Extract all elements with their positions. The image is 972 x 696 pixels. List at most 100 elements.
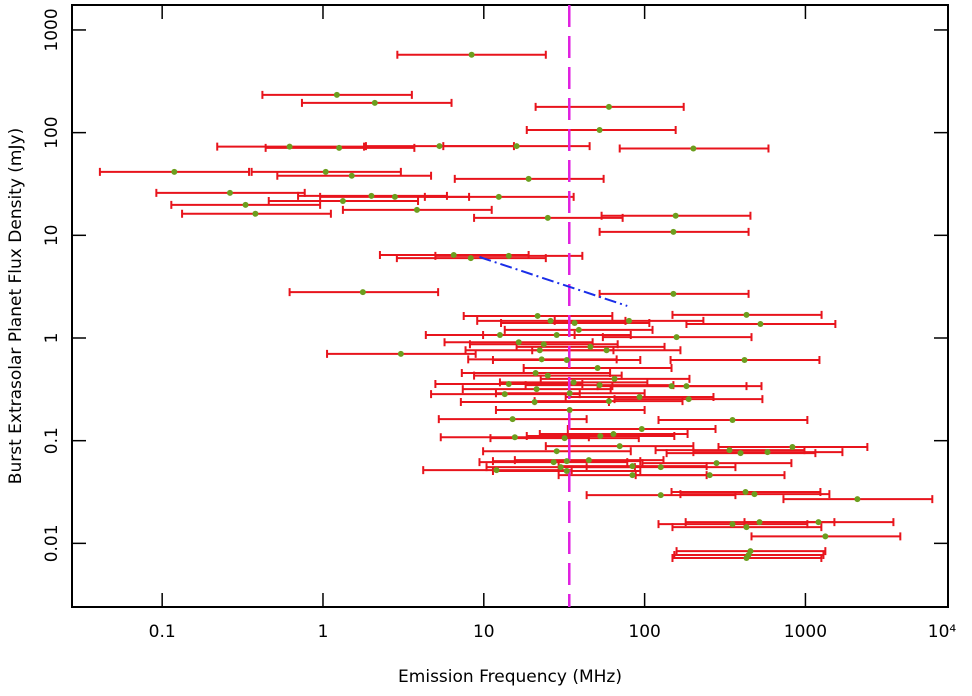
data-point	[605, 103, 612, 110]
data-point	[371, 99, 378, 106]
data-point	[596, 382, 603, 389]
data-point	[657, 464, 664, 471]
data-point	[563, 468, 570, 475]
data-point	[629, 463, 636, 470]
data-point	[436, 143, 443, 150]
x-tick-label: 1000	[784, 622, 827, 642]
data-point	[729, 416, 736, 423]
data-point	[751, 491, 758, 498]
data-point	[575, 326, 582, 333]
data-point	[242, 201, 249, 208]
data-point	[534, 312, 541, 319]
data-point	[544, 214, 551, 221]
y-tick-label: 1	[42, 333, 62, 344]
data-point	[397, 350, 404, 357]
data-point	[756, 519, 763, 526]
data-point	[531, 399, 538, 406]
plot-frame	[71, 4, 949, 608]
data-point	[741, 357, 748, 364]
data-point	[495, 193, 502, 200]
data-point	[515, 339, 522, 346]
data-point	[322, 168, 329, 175]
data-point	[672, 212, 679, 219]
data-point	[171, 168, 178, 175]
trend-line	[479, 256, 628, 307]
data-point	[611, 375, 618, 382]
data-point	[638, 425, 645, 432]
data-point	[822, 533, 829, 540]
x-tick-label: 0.1	[149, 622, 176, 642]
x-tick-label: 10⁴	[928, 622, 957, 642]
data-point	[657, 492, 664, 499]
data-point	[629, 472, 636, 479]
data-point	[532, 370, 539, 377]
data-point	[815, 519, 822, 526]
data-point	[533, 386, 540, 393]
data-point	[513, 143, 520, 150]
data-point	[339, 197, 346, 204]
data-point	[789, 444, 796, 451]
data-point	[566, 390, 573, 397]
data-point	[563, 458, 570, 465]
data-point	[737, 450, 744, 457]
data-point	[544, 372, 551, 379]
data-point	[561, 435, 568, 442]
data-point	[571, 319, 578, 326]
data-point	[536, 347, 543, 354]
data-point	[336, 144, 343, 151]
data-point	[570, 379, 577, 386]
data-point	[348, 172, 355, 179]
data-point	[764, 449, 771, 456]
data-point	[673, 334, 680, 341]
data-point	[597, 433, 604, 440]
data-point	[286, 143, 293, 150]
x-axis-label: Emission Frequency (MHz)	[398, 667, 622, 687]
data-point	[743, 524, 750, 531]
y-tick-label: 1000	[42, 8, 62, 51]
y-tick-label: 100	[42, 116, 62, 148]
data-point	[713, 460, 720, 467]
data-point	[587, 343, 594, 350]
data-point	[553, 331, 560, 338]
data-point	[511, 434, 518, 441]
data-point	[547, 317, 554, 324]
data-point	[668, 383, 675, 390]
data-point	[596, 127, 603, 134]
data-point	[450, 251, 457, 258]
data-point	[413, 206, 420, 213]
x-tick-label: 100	[628, 622, 660, 642]
data-point	[743, 311, 750, 318]
data-point	[505, 252, 512, 259]
data-point	[359, 289, 366, 296]
data-point	[685, 396, 692, 403]
data-point	[566, 406, 573, 413]
data-point	[603, 347, 610, 354]
data-point	[757, 320, 764, 327]
y-axis-label: Burst Extrasolar Planet Flux Density (mJ…	[6, 128, 26, 484]
data-point	[525, 175, 532, 182]
data-point	[743, 555, 750, 562]
data-point	[636, 394, 643, 401]
data-point	[594, 365, 601, 372]
data-point	[468, 51, 475, 58]
data-point	[550, 459, 557, 466]
y-tick-label: 10	[42, 224, 62, 246]
data-point	[368, 192, 375, 199]
data-point	[683, 383, 690, 390]
data-point	[493, 467, 500, 474]
data-point	[563, 357, 570, 364]
data-point	[626, 317, 633, 324]
data-point	[467, 255, 474, 262]
data-point	[226, 189, 233, 196]
data-point	[670, 228, 677, 235]
data-point	[505, 381, 512, 388]
data-point	[501, 391, 508, 398]
data-point	[726, 447, 733, 454]
data-point	[610, 431, 617, 438]
data-point	[742, 489, 749, 496]
data-point	[585, 457, 592, 464]
data-point	[252, 210, 259, 217]
data-point	[706, 472, 713, 479]
